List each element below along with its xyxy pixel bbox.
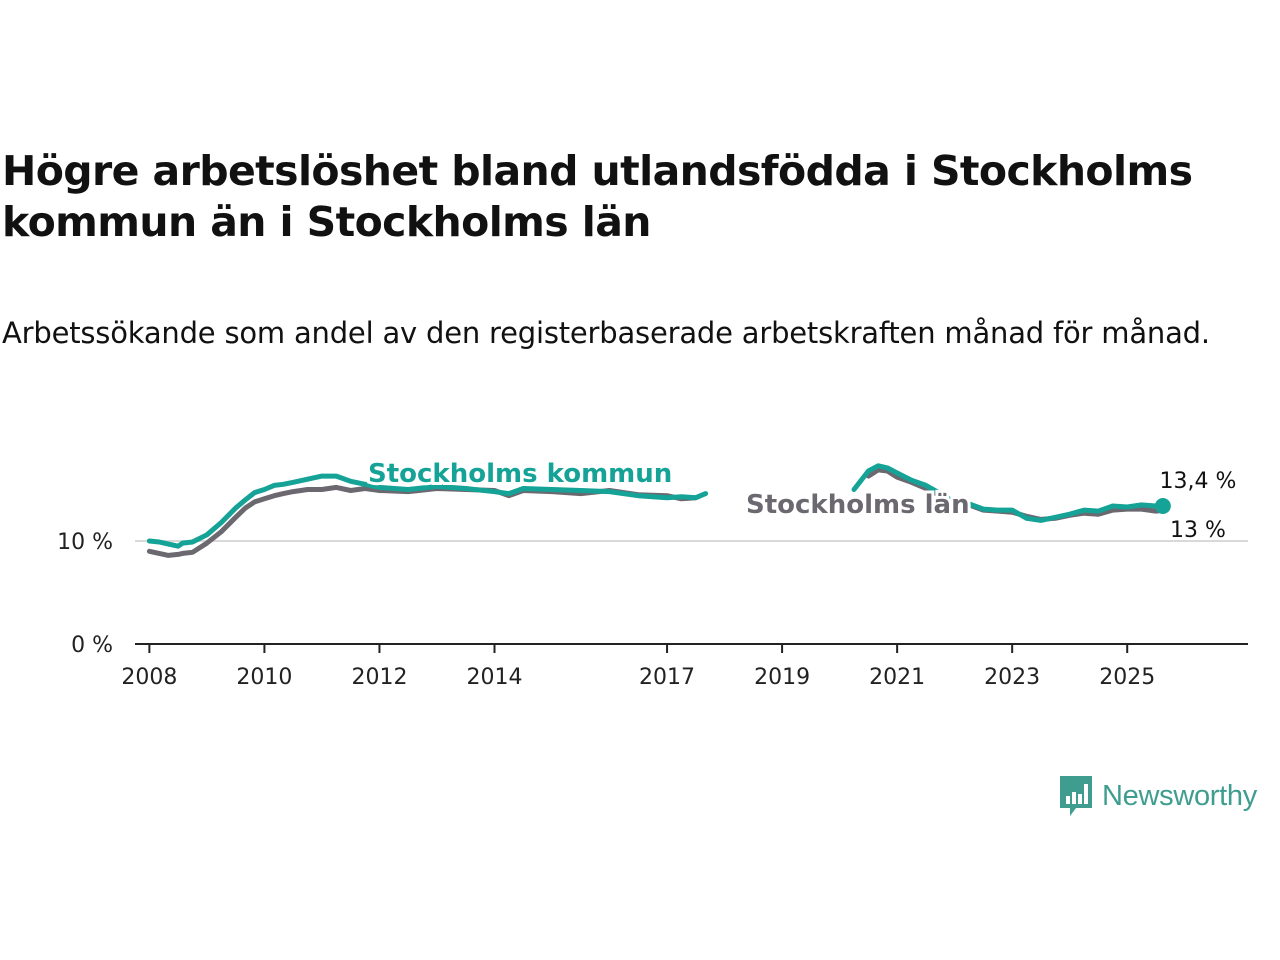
x-tick-label: 2014 [466, 665, 522, 690]
bar-chart-speech-bubble-icon [1060, 776, 1092, 816]
x-tick-label: 2021 [869, 665, 925, 690]
x-tick-label: 2019 [754, 665, 810, 690]
x-tick-label: 2008 [121, 665, 177, 690]
y-tick-label: 10 % [57, 530, 113, 555]
series-line-stockholms-kommun [146, 473, 709, 549]
chart-title: Högre arbetslöshet bland utlandsfödda i … [2, 147, 1193, 246]
newsworthy-logo: Newsworthy [1058, 774, 1257, 818]
series-end-point [1154, 497, 1171, 514]
x-tick-label: 2023 [984, 665, 1040, 690]
end-value-label-lan: 13 % [1170, 518, 1226, 543]
x-tick-label: 2025 [1099, 665, 1155, 690]
series-label-stockholms-lan: Stockholms län [746, 490, 970, 520]
y-tick-label: 0 % [71, 633, 113, 658]
brand-name: Newsworthy [1102, 779, 1257, 812]
x-tick-label: 2010 [236, 665, 292, 690]
chart-subtitle: Arbetssökande som andel av den registerb… [2, 316, 1210, 350]
x-tick-label: 2012 [351, 665, 407, 690]
end-value-label-kommun: 13,4 % [1160, 469, 1237, 494]
series-line-stockholms-kommun [851, 463, 1166, 523]
series-line-stockholms-lan [146, 484, 699, 558]
x-tick-label: 2017 [639, 665, 695, 690]
series-label-stockholms-kommun: Stockholms kommun [368, 459, 672, 489]
line-chart: 0 % 10 % 2008 2010 2012 2014 2017 2019 2021 2023 2… [57, 456, 1248, 690]
